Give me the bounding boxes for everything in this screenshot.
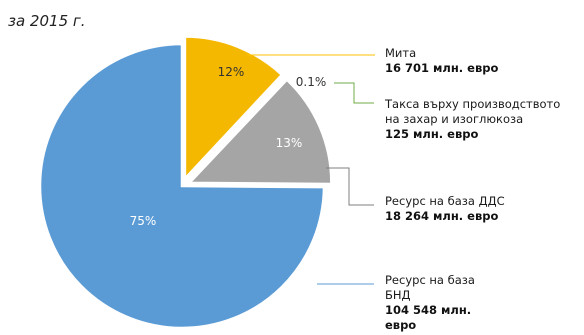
callout-label-gni-1: Ресурс на база	[385, 273, 475, 287]
callout-label-sugar-levy-1: Такса върху производството	[384, 97, 560, 111]
chart-subtitle: за 2015 г.	[8, 12, 86, 30]
pct-label-customs: 12%	[218, 65, 245, 79]
callout-label-sugar-levy-2: на захар и изоглюкоза	[385, 112, 523, 126]
leader-line-vat	[326, 167, 374, 206]
callout-value-customs: 16 701 млн. евро	[385, 61, 498, 75]
pie-slice-customs	[183, 35, 284, 182]
pct-label-gni: 75%	[130, 214, 157, 228]
callout-value-sugar-levy: 125 млн. евро	[385, 127, 478, 141]
pie-slice-gni	[38, 42, 326, 330]
pct-label-vat: 13%	[276, 136, 303, 150]
callout-value-gni-2: евро	[385, 318, 416, 332]
callout-label-vat: Ресурс на база ДДС	[385, 194, 505, 208]
pie-slice-vat	[186, 77, 333, 186]
callout-label-gni-2: БНД	[385, 288, 411, 302]
callout-value-gni-1: 104 548 млн.	[385, 303, 471, 317]
pct-label-sugar-levy: 0.1%	[296, 75, 327, 89]
callout-label-customs: Мита	[385, 46, 416, 60]
callout-value-vat: 18 264 млн. евро	[385, 209, 498, 223]
pie-slice-sugar-levy	[187, 75, 286, 181]
leader-line-sugar-levy	[334, 82, 374, 104]
